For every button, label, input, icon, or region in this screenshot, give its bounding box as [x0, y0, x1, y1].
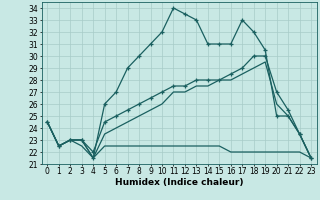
- X-axis label: Humidex (Indice chaleur): Humidex (Indice chaleur): [115, 178, 244, 187]
